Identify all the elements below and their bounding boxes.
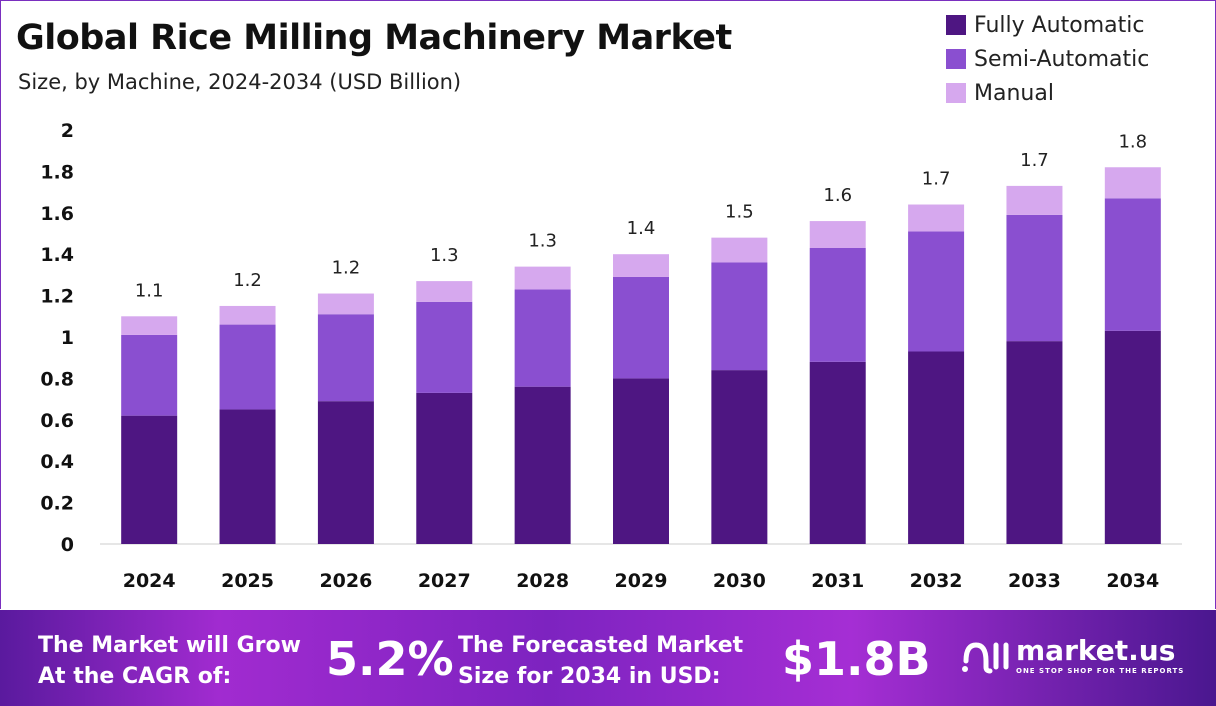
- legend-label: Semi-Automatic: [974, 46, 1150, 72]
- total-label: 1.1: [135, 280, 164, 301]
- bar-manual-2030: [711, 237, 768, 263]
- total-label: 1.3: [528, 231, 557, 252]
- legend-item-fully-automatic: Fully Automatic: [946, 8, 1149, 42]
- x-tick-label: 2026: [319, 570, 372, 592]
- legend-label: Fully Automatic: [974, 12, 1145, 38]
- bar-fully-automatic-2032: [908, 351, 965, 544]
- bar-chart: 0 0.2 0.4 0.6 0.8 1 1.2 1.4 1.6 1.8 2 1.1 2024 1.2 202…: [40, 120, 1182, 592]
- bar-fully-automatic-2033: [1006, 341, 1063, 544]
- cagr-label-line: At the CAGR of:: [38, 664, 232, 689]
- forecast-value: $1.8B: [782, 632, 931, 686]
- bar-semi-automatic-2025: [219, 324, 276, 410]
- bar-semi-automatic-2024: [121, 334, 178, 416]
- x-tick-label: 2028: [516, 570, 569, 592]
- legend-swatch: [946, 49, 966, 69]
- bar-manual-2027: [416, 281, 473, 302]
- bar-semi-automatic-2030: [711, 262, 768, 371]
- bar-semi-automatic-2031: [809, 247, 866, 362]
- cagr-label-line: The Market will Grow: [38, 633, 301, 658]
- forecast-label-line: Size for 2034 in USD:: [458, 664, 721, 689]
- forecast-label: The Forecasted Market Size for 2034 in US…: [458, 630, 743, 692]
- x-tick-label: 2029: [615, 570, 668, 592]
- bar-fully-automatic-2034: [1104, 330, 1161, 544]
- total-label: 1.2: [233, 270, 262, 291]
- legend-item-semi-automatic: Semi-Automatic: [946, 42, 1149, 76]
- logo-name: market.us: [1016, 634, 1176, 667]
- bar-semi-automatic-2026: [317, 314, 374, 402]
- bar-semi-automatic-2033: [1006, 214, 1063, 342]
- total-label: 1.5: [725, 202, 754, 223]
- bar-fully-automatic-2024: [121, 415, 178, 544]
- bar-fully-automatic-2025: [219, 409, 276, 544]
- y-tick-label: 0.4: [40, 451, 74, 473]
- forecast-label-line: The Forecasted Market: [458, 633, 744, 658]
- x-tick-label: 2032: [910, 570, 963, 592]
- bar-semi-automatic-2029: [613, 276, 669, 379]
- bar-fully-automatic-2031: [809, 361, 866, 544]
- legend-label: Manual: [974, 80, 1054, 106]
- total-label: 1.7: [922, 169, 951, 190]
- bar-manual-2024: [121, 316, 178, 335]
- y-tick-label: 1.6: [40, 203, 74, 225]
- legend: Fully Automatic Semi-Automatic Manual: [946, 8, 1149, 110]
- chart-subtitle: Size, by Machine, 2024-2034 (USD Billion…: [18, 70, 462, 94]
- y-tick-label: 1.8: [40, 161, 74, 183]
- y-tick-label: 0.2: [40, 493, 74, 515]
- bar-manual-2032: [908, 204, 965, 232]
- bar-semi-automatic-2027: [416, 301, 473, 393]
- bar-fully-automatic-2026: [317, 401, 374, 544]
- total-label: 1.4: [627, 218, 656, 239]
- x-tick-label: 2034: [1106, 570, 1159, 592]
- bar-fully-automatic-2028: [514, 386, 571, 544]
- x-tick-label: 2027: [418, 570, 471, 592]
- bar-manual-2026: [317, 293, 374, 315]
- total-label: 1.8: [1118, 131, 1147, 152]
- footer-banner: The Market will Grow At the CAGR of: 5.2%…: [0, 610, 1216, 706]
- total-label: 1.7: [1020, 150, 1049, 171]
- bar-semi-automatic-2034: [1104, 198, 1161, 331]
- bar-manual-2028: [514, 266, 571, 290]
- bar-fully-automatic-2027: [416, 392, 473, 544]
- logo-tagline: ONE STOP SHOP FOR THE REPORTS: [1016, 667, 1185, 675]
- bar-manual-2034: [1104, 167, 1161, 199]
- y-tick-label: 1: [61, 327, 74, 349]
- y-tick-label: 1.2: [40, 286, 74, 308]
- legend-swatch: [946, 15, 966, 35]
- bar-semi-automatic-2032: [908, 231, 965, 352]
- cagr-value: 5.2%: [326, 632, 454, 686]
- legend-swatch: [946, 83, 966, 103]
- bar-fully-automatic-2029: [613, 378, 669, 544]
- market-us-logo: market.us ONE STOP SHOP FOR THE REPORTS: [960, 634, 1184, 675]
- y-tick-label: 0.6: [40, 410, 74, 432]
- total-label: 1.2: [332, 258, 361, 279]
- logo-icon: [962, 641, 1009, 673]
- x-tick-label: 2024: [123, 570, 176, 592]
- x-tick-label: 2025: [221, 570, 274, 592]
- total-label: 1.6: [823, 185, 852, 206]
- legend-item-manual: Manual: [946, 76, 1149, 110]
- bar-manual-2033: [1006, 185, 1063, 215]
- chart-title: Global Rice Milling Machinery Market: [16, 18, 732, 58]
- cagr-label: The Market will Grow At the CAGR of:: [38, 630, 301, 692]
- x-tick-label: 2031: [811, 570, 864, 592]
- y-tick-label: 0: [61, 534, 74, 556]
- y-tick-label: 0.8: [40, 368, 74, 390]
- x-tick-label: 2030: [713, 570, 766, 592]
- total-label: 1.3: [430, 245, 459, 266]
- y-tick-label: 2: [61, 120, 74, 142]
- bar-manual-2029: [613, 254, 669, 277]
- bar-manual-2025: [219, 305, 276, 325]
- bar-fully-automatic-2030: [711, 370, 768, 544]
- x-tick-label: 2033: [1008, 570, 1061, 592]
- bar-manual-2031: [809, 221, 866, 248]
- y-tick-label: 1.4: [40, 244, 74, 266]
- bar-semi-automatic-2028: [514, 289, 571, 387]
